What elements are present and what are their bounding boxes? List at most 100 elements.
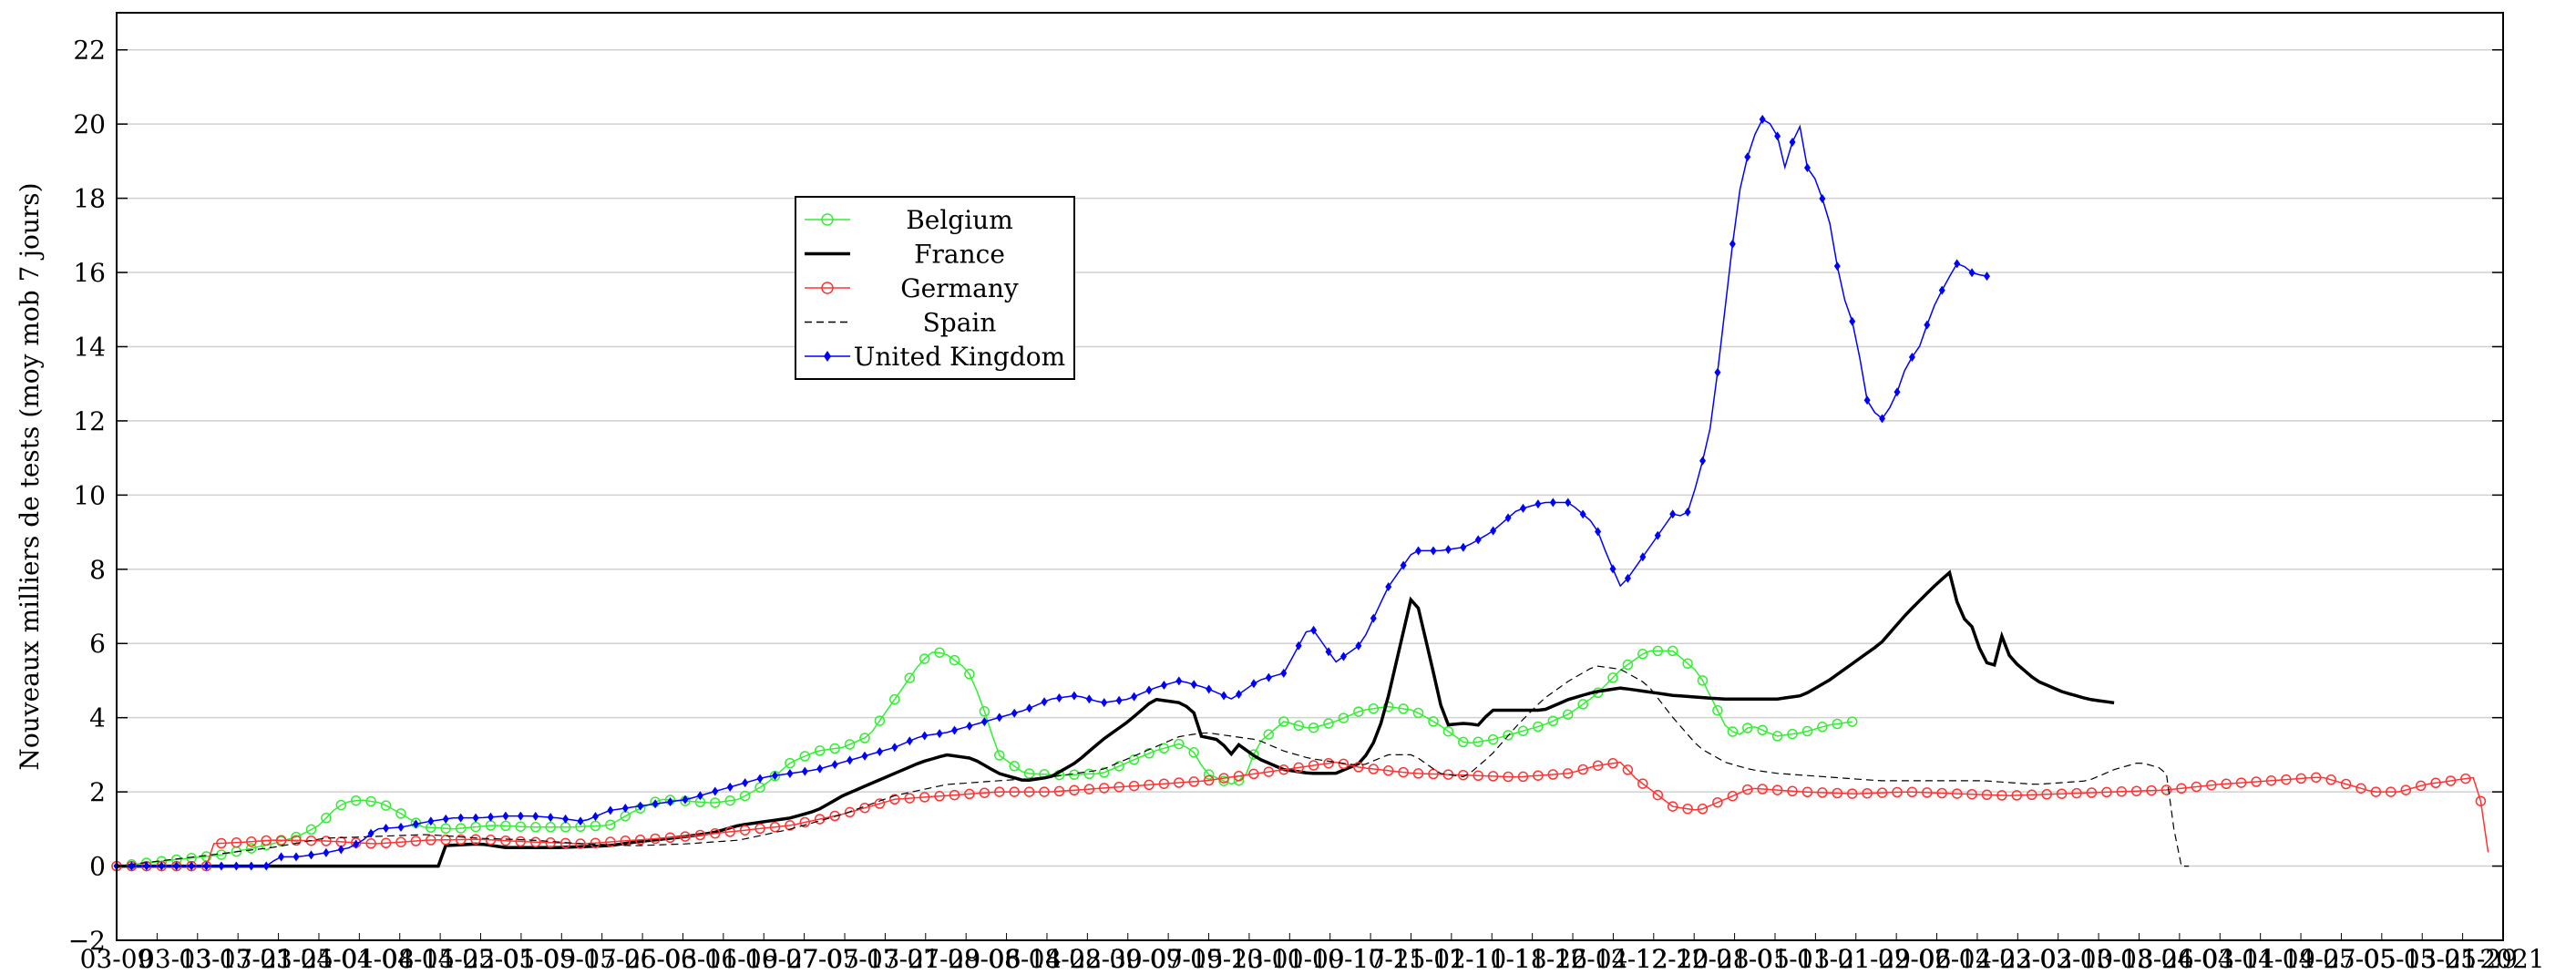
data-point [1039,786,1050,797]
data-point [1954,259,1961,269]
data-point [1819,194,1826,204]
data-point [1908,353,1915,363]
data-point [2415,780,2427,792]
data-point [1474,535,1482,545]
data-point [1996,790,2007,801]
data-point [1757,784,1768,795]
x-tick-label: 01-29 [1837,944,1911,970]
data-point [816,764,824,774]
series-line [116,665,2190,867]
data-point [1098,783,1110,794]
data-point [874,798,886,809]
data-point [2295,773,2307,784]
x-tick-label: 05-09 [503,944,577,970]
x-tick-label: 03-10 [2039,944,2113,970]
data-point [410,836,422,846]
data-point [801,766,808,776]
data-point [634,834,646,846]
x-tick-label: 06-03 [624,944,698,970]
data-point [530,836,541,847]
data-point [949,789,960,801]
data-point [1458,736,1469,748]
x-tick-label: 11-26 [1514,944,1587,970]
data-point [262,861,270,871]
series-layer [111,114,2489,872]
data-point [1368,764,1380,774]
data-point [1175,676,1183,686]
x-tick-label: 04-22 [422,944,496,970]
data-point [1430,546,1437,556]
data-point [1144,748,1155,759]
data-point [1727,790,1739,802]
data-point [1412,707,1424,719]
data-point [455,823,467,834]
data-point [1009,786,1020,797]
data-point [650,833,661,845]
data-point [1742,784,1753,795]
data-point [710,797,721,808]
data-point [1622,659,1634,671]
data-point [1517,771,1529,783]
data-point [305,835,317,846]
data-point [1085,694,1093,704]
data-point [1460,542,1467,552]
legend-label: Belgium [906,205,1013,235]
x-tick-label: 03-17 [179,944,252,970]
data-point [517,811,524,821]
data-point [395,836,406,847]
data-point [964,669,975,680]
y-axis-ticks: −2 0 2 4 6 8 10 12 14 16 18 20 22 [68,36,2503,956]
data-point [664,832,676,844]
data-point [844,739,856,750]
data-point [470,821,481,833]
data-point [2251,776,2262,787]
data-point [442,814,449,824]
data-point [1128,780,1140,792]
data-point [1669,509,1677,519]
data-point [847,755,854,765]
y-tick-label: 8 [89,555,106,585]
x-tick-label: 02-22 [1959,944,2033,970]
data-point [292,852,300,862]
data-point [246,843,257,854]
data-point [532,811,539,821]
data-point [1981,789,1993,801]
data-point [1263,766,1275,777]
x-tick-label: 05-13 [2363,944,2437,970]
y-tick-label: 6 [89,629,106,659]
data-point [1712,704,1723,716]
data-point [1699,456,1707,466]
x-tick-label: 03-18 [2080,944,2154,970]
data-point [1742,723,1753,733]
data-point [919,653,930,664]
data-point [1236,690,1243,700]
data-point [1487,771,1499,782]
x-tick-label: 05-05 [2323,944,2396,970]
data-point [1503,730,1514,741]
x-tick-label: 04-01 [301,944,375,970]
x-tick-label: 07-21 [867,944,940,970]
data-point [472,813,479,823]
data-point [785,820,795,831]
data-point [979,706,990,717]
series-line [117,761,2489,867]
data-point [694,829,706,841]
data-point [545,822,556,833]
data-point [799,816,811,828]
data-point [621,803,629,813]
data-point [754,823,765,835]
data-point [2325,774,2336,785]
data-point [2071,787,2082,799]
data-point [1206,684,1213,694]
data-point [1203,774,1215,786]
data-point [1069,784,1080,796]
data-point [323,847,330,857]
data-point [1055,692,1062,702]
data-point [1220,691,1227,701]
x-tick-label: 09-15 [1150,944,1224,970]
data-point [2027,789,2037,801]
x-tick-label: 03-25 [260,944,334,970]
x-tick-label: 2021 [2479,944,2544,970]
data-point [1862,787,1873,799]
data-point [395,808,406,819]
